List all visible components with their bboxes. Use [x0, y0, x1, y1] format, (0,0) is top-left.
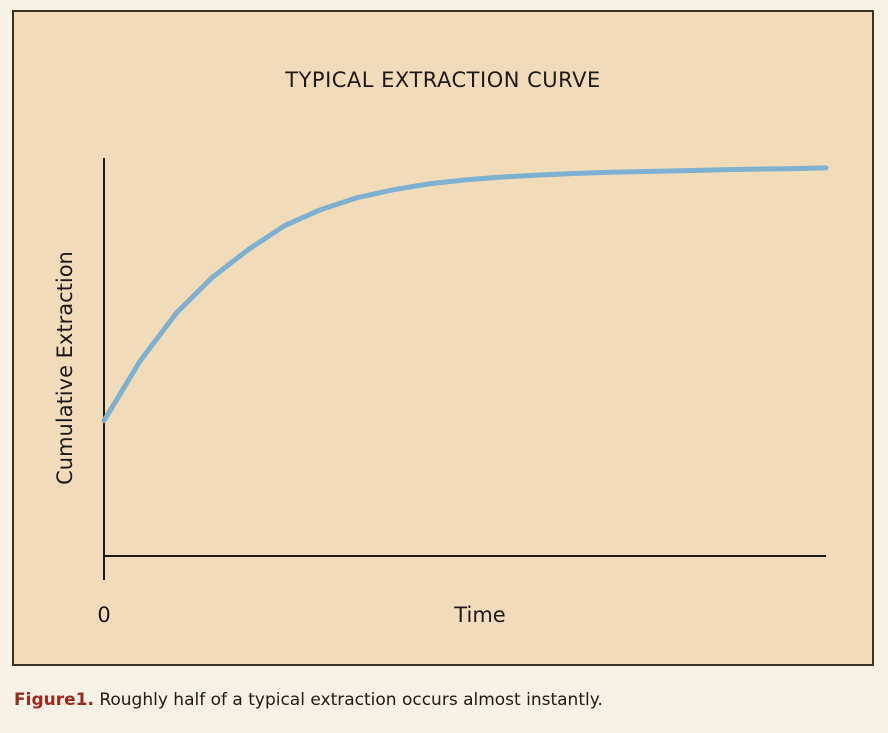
figure-panel: TYPICAL EXTRACTION CURVE Cumulative Extr…: [12, 10, 874, 666]
chart-title: TYPICAL EXTRACTION CURVE: [285, 68, 601, 92]
caption-label: Figure1.: [14, 690, 94, 710]
extraction-curve-line: [101, 165, 829, 424]
x-axis-label: Time: [453, 603, 505, 627]
x-tick-label: 0: [97, 603, 110, 627]
figure-caption: Figure1. Roughly half of a typical extra…: [14, 690, 603, 710]
y-axis-label: Cumulative Extraction: [53, 251, 77, 485]
caption-text: Roughly half of a typical extraction occ…: [93, 690, 603, 710]
extraction-chart: Cumulative Extraction Time 0: [53, 158, 829, 627]
